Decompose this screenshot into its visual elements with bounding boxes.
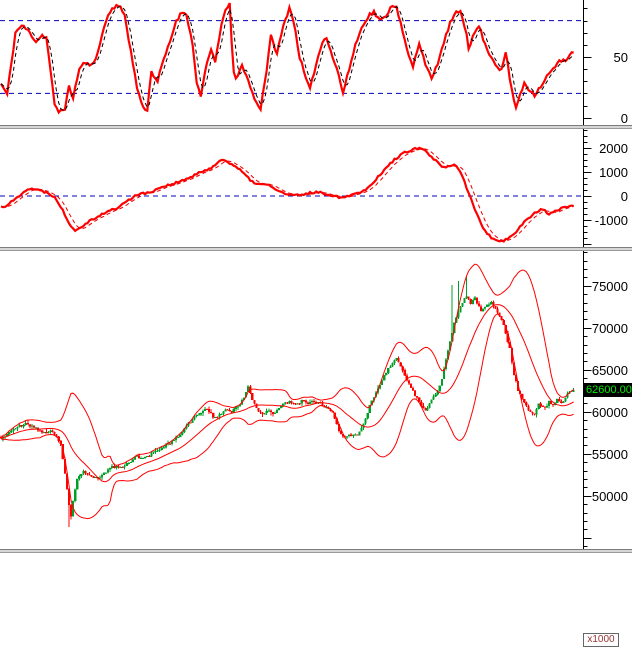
panel-splitter-2[interactable] <box>0 247 632 251</box>
y-axis-price_bollinger: 50000 55000 60000 65000 70000 75000 <box>583 251 628 549</box>
volume-unit-label: x1000 <box>583 633 619 647</box>
y-tick-label: 0 <box>621 189 628 204</box>
panel-splitter-1[interactable] <box>0 125 632 129</box>
candles-group <box>0 276 575 527</box>
y-axis-stochastic_oscillator: 0 50 <box>583 0 628 125</box>
y-tick-label: 65000 <box>592 363 628 378</box>
y-tick-label: -1000 <box>595 213 628 228</box>
y-tick-label: 1000 <box>599 165 628 180</box>
panel-stochastic[interactable]: 0 50 <box>0 0 632 125</box>
plot-price_bollinger: 50000 55000 60000 65000 70000 75000 <box>0 251 628 549</box>
series-percent_d <box>0 6 575 112</box>
y-tick-label: 50 <box>614 50 628 65</box>
y-tick-label: 75000 <box>592 279 628 294</box>
plot-volume <box>0 553 632 643</box>
y-axis-macd: -1000 0 1000 2000 <box>583 129 628 247</box>
series-macd_line <box>0 146 574 243</box>
y-tick-label: 0 <box>621 111 628 125</box>
plot-macd: -1000 0 1000 2000 <box>0 129 628 247</box>
bollinger-middle-band <box>0 304 574 483</box>
y-tick-label: 55000 <box>592 447 628 462</box>
panel-volume[interactable] <box>0 553 632 643</box>
bollinger-upper-band <box>0 263 574 466</box>
bollinger-lower-band <box>0 313 574 520</box>
panel-macd[interactable]: -1000 0 1000 2000 <box>0 129 632 247</box>
panel-price-candlestick[interactable]: 50000 55000 60000 65000 70000 75000 <box>0 251 632 549</box>
panel-splitter-3[interactable] <box>0 549 632 553</box>
plot-stochastic_oscillator: 0 50 <box>0 0 628 125</box>
time-axis <box>0 643 632 667</box>
y-tick-label: 50000 <box>592 489 628 504</box>
series-signal_line <box>0 148 574 241</box>
y-tick-label: 70000 <box>592 321 628 336</box>
y-tick-label: 60000 <box>592 405 628 420</box>
y-tick-label: 2000 <box>599 141 628 156</box>
last-price-tag: 62600.00 <box>584 383 632 397</box>
series-percent_k <box>0 2 574 115</box>
